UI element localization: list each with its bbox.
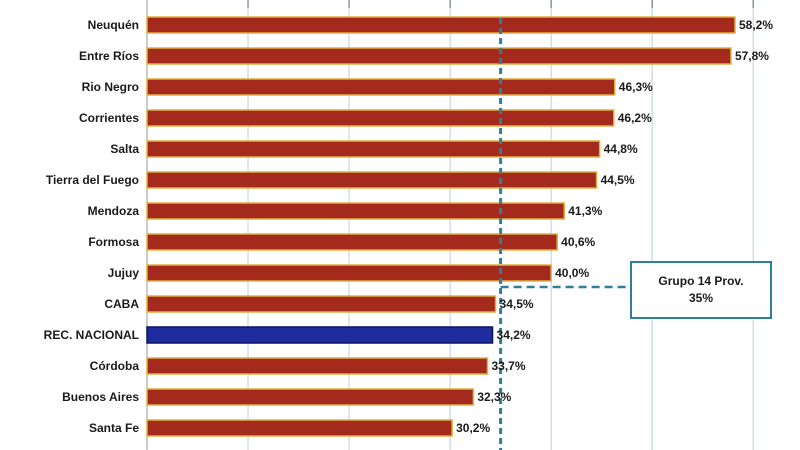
value-label: 44,5% (601, 173, 635, 187)
bar (146, 233, 558, 251)
bar (146, 419, 453, 437)
value-label: 30,2% (456, 421, 490, 435)
category-label: Rio Negro (82, 80, 139, 94)
bar (146, 47, 732, 65)
value-label: 32,3% (477, 390, 511, 404)
value-label: 40,0% (555, 266, 589, 280)
bar (146, 171, 598, 189)
category-label: Formosa (88, 235, 139, 249)
bar (146, 326, 494, 344)
value-label: 33,7% (491, 359, 525, 373)
bar (146, 202, 566, 220)
value-label: 40,6% (561, 235, 595, 249)
category-label: Jujuy (108, 266, 140, 280)
bar (146, 140, 601, 158)
category-label: Entre Ríos (79, 49, 139, 63)
reference-annotation-line2: 35% (688, 291, 714, 305)
category-label: CABA (104, 297, 139, 311)
category-label: Córdoba (90, 359, 140, 373)
category-label: Santa Fe (89, 421, 139, 435)
reference-annotation-box: Grupo 14 Prov. 35% (630, 261, 772, 319)
category-label: Mendoza (88, 204, 140, 218)
category-label: Neuquén (88, 18, 139, 32)
category-label: REC. NACIONAL (44, 328, 139, 342)
gridlines (146, 0, 754, 450)
value-label: 34,5% (500, 297, 534, 311)
bar (146, 295, 497, 313)
reference-line-group (499, 18, 630, 450)
value-label: 57,8% (735, 49, 769, 63)
category-label: Buenos Aires (62, 390, 139, 404)
reference-annotation-line1: Grupo 14 Prov. (658, 274, 744, 288)
value-label: 46,2% (618, 111, 652, 125)
bar (146, 388, 475, 406)
bars (146, 16, 736, 437)
bar (146, 357, 489, 375)
category-label: Salta (110, 142, 139, 156)
bar (146, 78, 616, 96)
value-label: 58,2% (739, 18, 773, 32)
value-label: 41,3% (568, 204, 602, 218)
value-label: 46,3% (619, 80, 653, 94)
category-label: Corrientes (79, 111, 139, 125)
value-label: 44,8% (604, 142, 638, 156)
value-label: 34,2% (497, 328, 531, 342)
bar (146, 264, 552, 282)
labels: Neuquén 58,2% Entre Ríos 57,8% Rio Negro 46,3… (44, 18, 774, 435)
bar (146, 16, 736, 34)
bar (146, 109, 615, 127)
category-label: Tierra del Fuego (46, 173, 139, 187)
